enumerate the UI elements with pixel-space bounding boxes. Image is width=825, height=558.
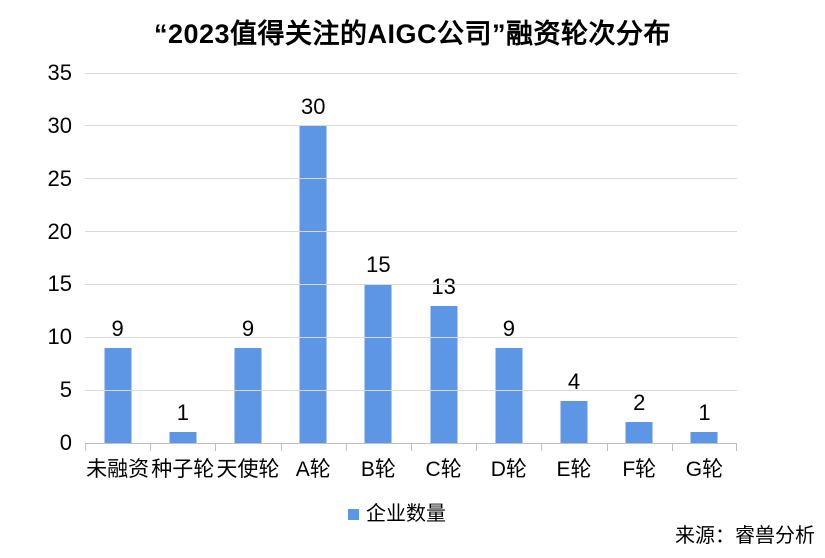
x-axis-tick [280,444,282,451]
bar-value-label: 9 [111,315,124,341]
bar [169,432,197,443]
bar-cell: 9 [215,73,280,443]
x-axis-label: 未融资 [86,458,150,481]
gridline [85,231,737,233]
legend: 企业数量 [71,503,723,525]
x-axis-label: A轮 [295,458,331,481]
plot-area: 9 1 9 30 15 13 9 4 2 1 [85,72,737,451]
source-text: 来源：睿兽分析 [675,525,815,547]
chart-title: “2023值得关注的AIGC公司”融资轮次分布 [153,19,672,49]
x-axis-tick [150,444,152,451]
bar [104,347,132,443]
y-axis-tick-label: 35 [47,60,72,85]
bar-cell: 4 [541,73,606,443]
x-axis-tick [606,444,608,451]
bar [625,421,653,443]
y-axis-tick-label: 10 [47,324,72,350]
gridline [85,336,737,338]
y-axis-tick-label: 30 [47,112,72,138]
x-axis-label: G轮 [685,458,724,481]
bar [234,347,262,443]
y-axis-tick-label: 20 [47,218,72,244]
y-axis-tick-label: 15 [47,271,72,297]
bar-cell: 2 [607,73,672,443]
legend-label: 企业数量 [366,503,446,525]
gridline [85,72,737,74]
y-axis-tick-label: 25 [47,165,72,191]
x-axis-label: B轮 [360,458,396,481]
bar-value-label: 1 [698,400,711,426]
y-axis: 0 5 10 15 20 25 30 35 [0,62,72,454]
bar-value-label: 9 [502,315,515,341]
y-axis-tick-label: 0 [59,430,72,455]
bar-cell: 9 [85,73,150,443]
x-axis-line [85,443,737,444]
x-axis-label: 天使轮 [216,458,280,481]
y-axis-tick-label: 5 [59,377,72,403]
x-axis-label: E轮 [556,458,592,481]
x-axis-label: C轮 [425,458,462,481]
bar-value-label: 9 [241,315,255,341]
x-axis-tick [736,444,737,451]
bar-cell: 15 [346,73,411,443]
gridline [85,389,737,391]
x-axis-tick [411,444,412,451]
bar-value-label: 30 [300,93,326,119]
x-axis: 未融资 种子轮 天使轮 A轮 B轮 C轮 D轮 E轮 F轮 G轮 [85,456,737,484]
x-axis-tick [541,444,543,451]
x-axis-tick [345,444,347,451]
bar [560,400,588,443]
bar-value-label: 15 [366,252,391,278]
bar [364,284,392,443]
x-axis-tick [671,444,673,451]
legend-swatch-icon [348,508,359,520]
bar [690,432,718,443]
gridline [85,283,737,285]
bar-value-label: 13 [431,273,456,299]
bar-value-label: 2 [633,389,646,415]
bar-value-label: 1 [176,400,189,426]
bar [495,347,523,443]
bar-cell: 1 [672,73,737,443]
x-axis-label: 种子轮 [151,458,215,481]
x-axis-label: D轮 [490,458,527,481]
x-axis-tick [476,444,478,451]
x-axis-tick [85,444,86,451]
bar [430,305,458,443]
x-axis-label: F轮 [622,458,657,481]
bar-cell: 1 [150,73,215,443]
gridline [85,125,737,127]
x-axis-tick [215,444,217,451]
gridline [85,178,737,180]
bar-cell: 9 [476,73,541,443]
bar-cell: 13 [411,73,476,443]
bars-container: 9 1 9 30 15 13 9 4 2 1 [85,73,737,443]
bar-value-label: 4 [567,368,581,394]
